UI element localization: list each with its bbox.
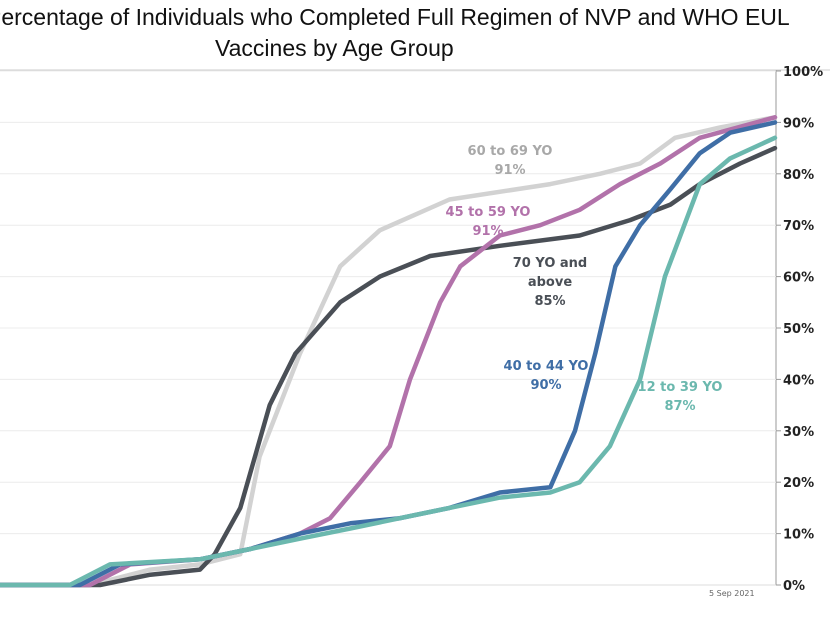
- label-70-above: 70 YO and above 85%: [495, 254, 605, 311]
- label-45-59-name: 45 to 59 YO: [445, 205, 531, 220]
- y-tick-label: 90%: [783, 116, 814, 131]
- y-tick-label: 100%: [783, 65, 823, 80]
- y-tick-label: 50%: [783, 322, 814, 337]
- chart-title-line2: Vaccines by Age Group: [215, 35, 454, 61]
- label-12-39-name: 12 to 39 YO: [637, 380, 723, 395]
- y-tick-label: 0%: [783, 579, 805, 594]
- series-line-3: [0, 120, 778, 588]
- label-60-69-value: 91%: [494, 163, 526, 178]
- label-12-39-value: 87%: [664, 399, 696, 414]
- label-60-69: 60 to 69 YO 91%: [455, 142, 565, 180]
- label-45-59: 45 to 59 YO 91%: [433, 203, 543, 241]
- series-line-2: [0, 115, 778, 588]
- y-tick-label: 70%: [783, 219, 814, 234]
- chart-title-line1: Percentage of Individuals who Completed …: [0, 4, 790, 30]
- series-line-0: [0, 115, 778, 588]
- label-40-44: 40 to 44 YO 90%: [491, 357, 601, 395]
- label-70-above-value: 85%: [534, 294, 566, 309]
- y-tick-label: 20%: [783, 476, 814, 491]
- series-line-4: [0, 135, 778, 588]
- label-40-44-name: 40 to 44 YO: [503, 359, 589, 374]
- y-tick-label: 10%: [783, 528, 814, 543]
- label-70-above-line1: 70 YO and: [512, 256, 588, 271]
- label-60-69-name: 60 to 69 YO: [467, 144, 553, 159]
- label-12-39: 12 to 39 YO 87%: [625, 378, 735, 416]
- date-label: 5 Sep 2021: [709, 589, 755, 598]
- label-45-59-value: 91%: [472, 224, 504, 239]
- y-tick-label: 30%: [783, 425, 814, 440]
- y-tick-label: 80%: [783, 168, 814, 183]
- label-70-above-line2: above: [527, 275, 573, 290]
- y-tick-label: 60%: [783, 271, 814, 286]
- label-40-44-value: 90%: [530, 378, 562, 393]
- y-tick-label: 40%: [783, 373, 814, 388]
- series-line-1: [0, 145, 778, 588]
